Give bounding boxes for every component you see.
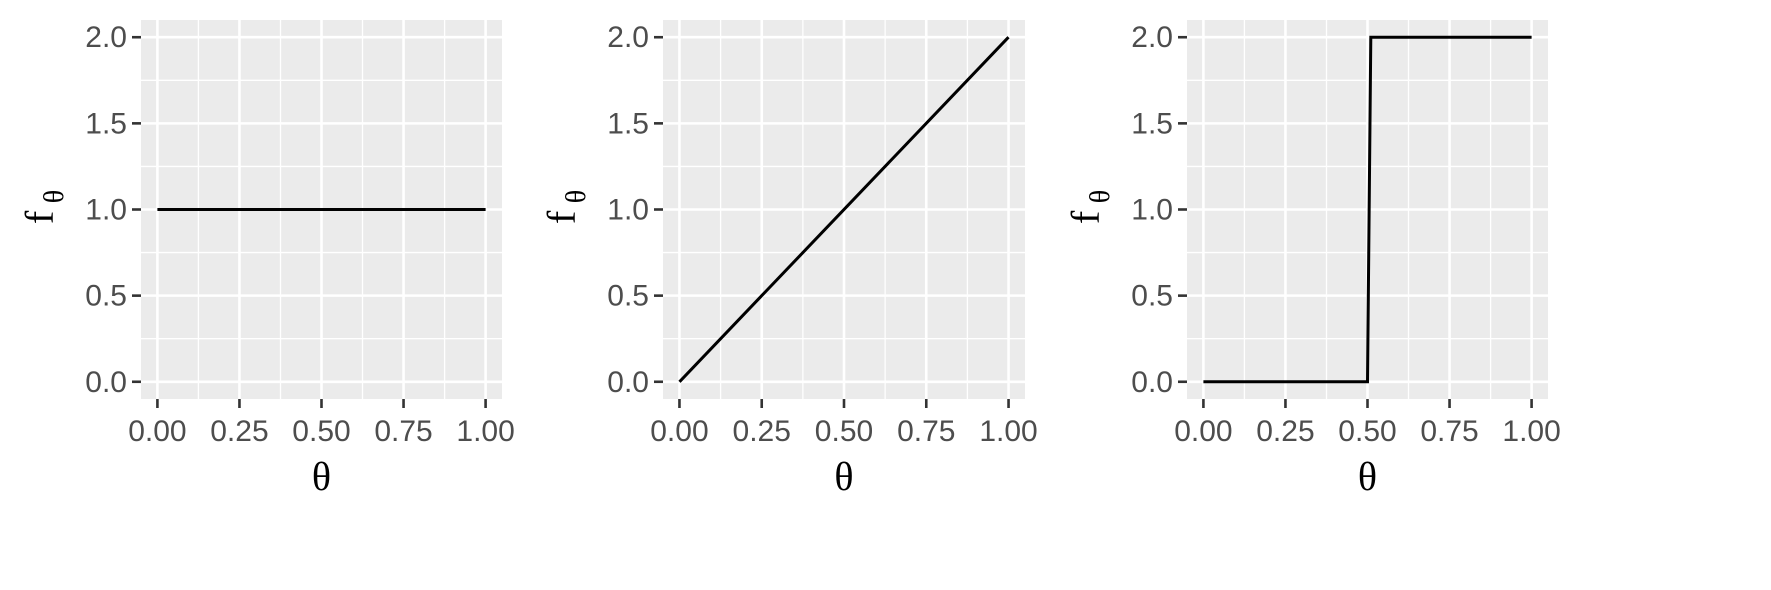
x-tick-label: 0.75: [1420, 415, 1478, 448]
y-tick-label: 1.0: [607, 194, 649, 227]
series-line-1: [1203, 35, 1532, 384]
y-tick-label: 1.0: [85, 194, 127, 227]
series-line-1: [678, 36, 1010, 383]
x-tick-label: 0.25: [733, 415, 791, 448]
x-tick-label: 0.75: [374, 415, 432, 448]
y-tick-label: 1.5: [1131, 107, 1173, 140]
y-axis-title-subscript: θ: [561, 190, 592, 203]
x-tick-label: 0.75: [897, 415, 955, 448]
x-tick-label: 1.00: [1502, 415, 1560, 448]
y-tick-label: 0.0: [85, 366, 127, 399]
x-axis-title: θ: [834, 454, 853, 499]
x-axis-title: θ: [312, 454, 331, 499]
x-tick-label: 1.00: [979, 415, 1037, 448]
y-tick-label: 2.0: [607, 21, 649, 54]
y-axis-title-main: f: [17, 210, 62, 224]
y-tick-label: 2.0: [1131, 21, 1173, 54]
y-tick-label: 1.5: [85, 107, 127, 140]
y-tick-label: 0.0: [1131, 366, 1173, 399]
y-axis-title-subscript: θ: [1085, 190, 1116, 203]
y-axis-title-subscript: θ: [39, 190, 70, 203]
y-axis-title-main: f: [1063, 210, 1108, 224]
y-tick-label: 0.0: [607, 366, 649, 399]
x-tick-label: 0.25: [210, 415, 268, 448]
y-tick-label: 1.0: [1131, 194, 1173, 227]
y-axis-title: fθ: [1063, 190, 1116, 224]
y-axis-title: fθ: [539, 190, 592, 224]
y-axis-title-main: f: [539, 210, 584, 224]
x-tick-label: 0.00: [128, 415, 186, 448]
y-tick-label: 0.5: [1131, 280, 1173, 313]
y-tick-label: 0.5: [85, 280, 127, 313]
x-axis-title: θ: [1358, 454, 1377, 499]
y-tick-label: 1.5: [607, 107, 649, 140]
x-tick-label: 1.00: [456, 415, 514, 448]
x-tick-label: 0.50: [815, 415, 873, 448]
y-tick-label: 0.5: [607, 280, 649, 313]
x-tick-label: 0.25: [1256, 415, 1314, 448]
x-tick-label: 0.50: [1338, 415, 1396, 448]
x-tick-label: 0.00: [1174, 415, 1232, 448]
x-tick-label: 0.00: [650, 415, 708, 448]
y-tick-label: 2.0: [85, 21, 127, 54]
x-tick-label: 0.50: [292, 415, 350, 448]
y-axis-title: fθ: [17, 190, 70, 224]
